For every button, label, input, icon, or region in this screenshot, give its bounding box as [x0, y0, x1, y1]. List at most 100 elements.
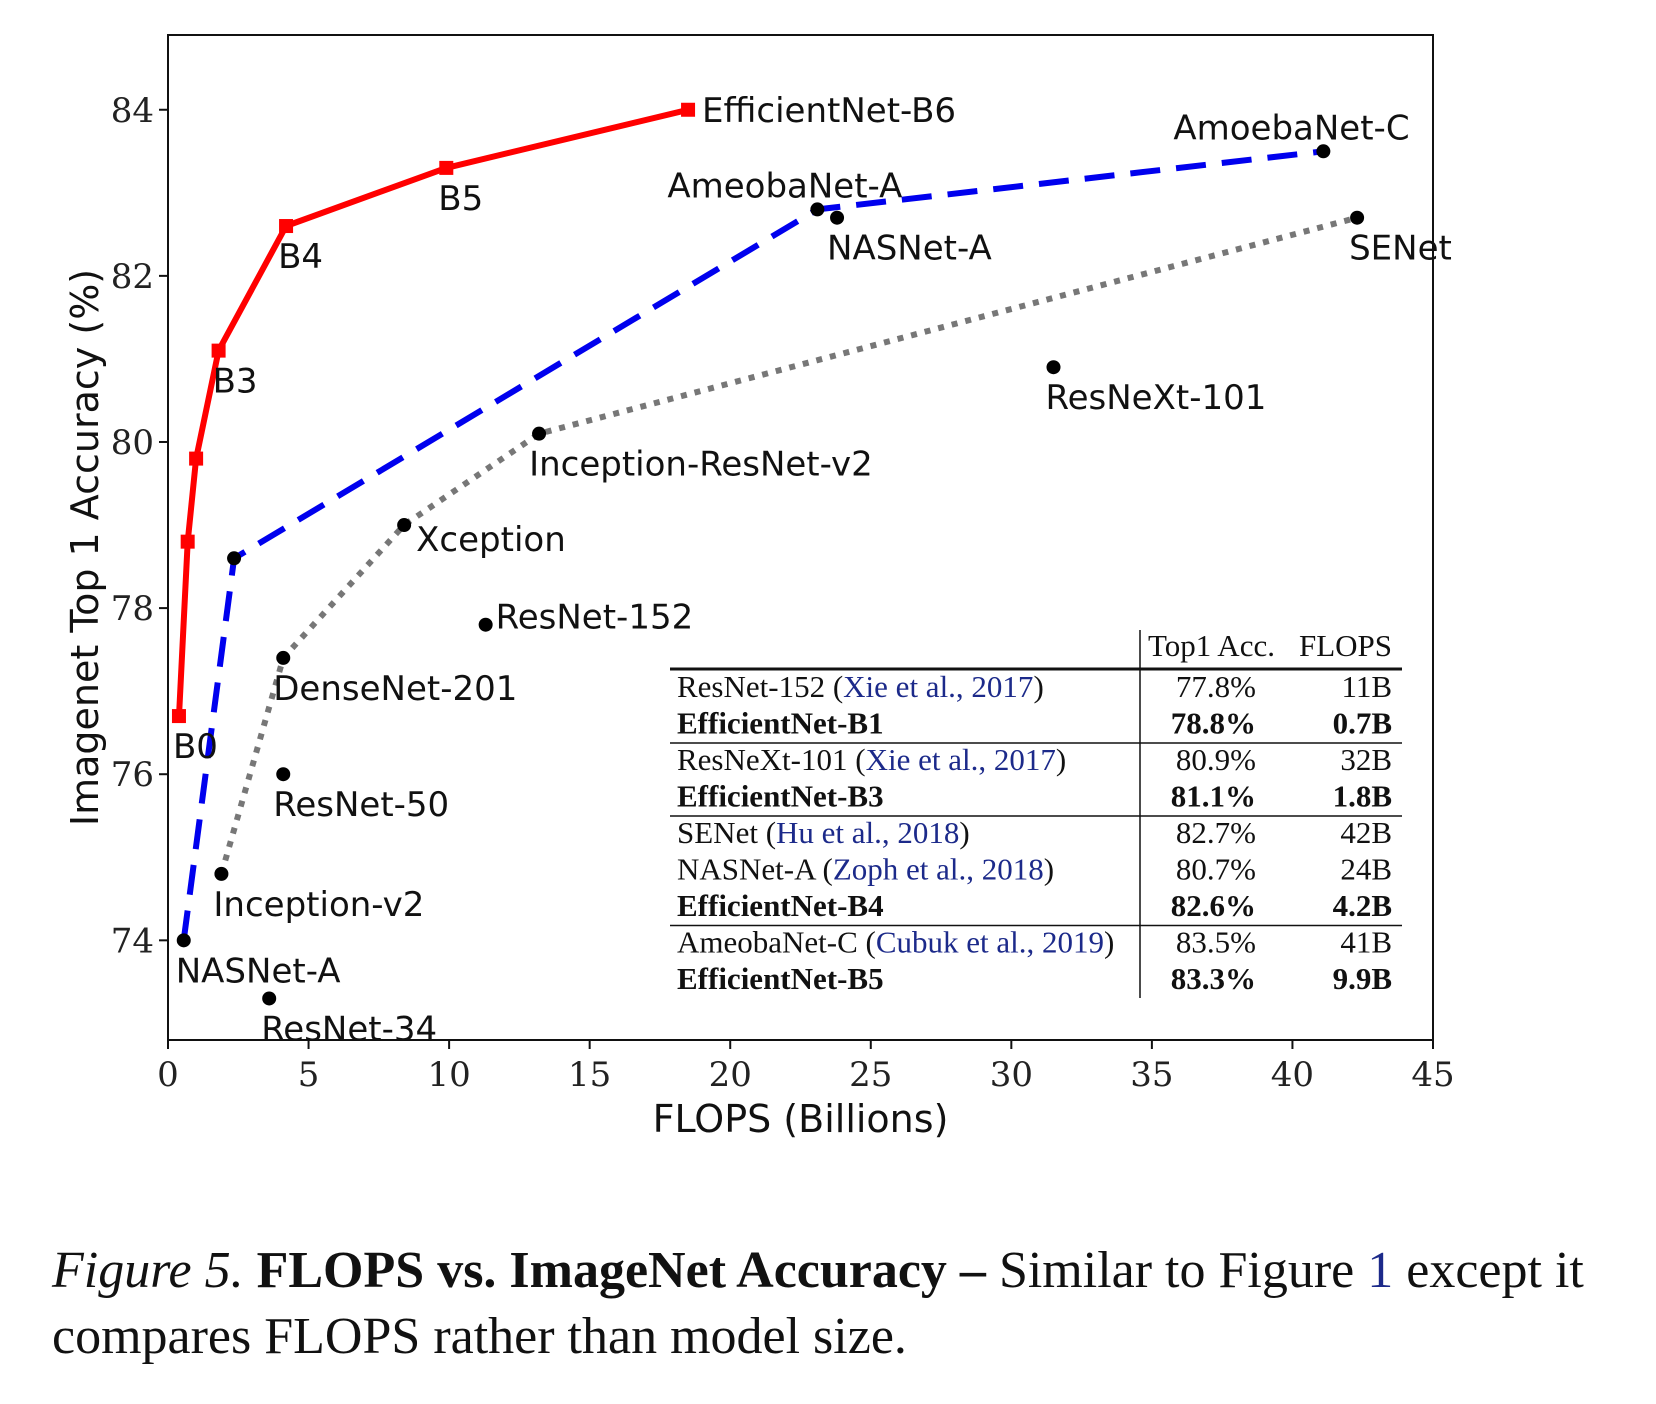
table-cite-paren: ) — [1056, 742, 1066, 777]
table-model-name: NASNet-A — [677, 852, 817, 887]
table-model-name: EfficientNet-B1 — [677, 706, 884, 741]
label-senet: SENet — [1349, 229, 1452, 269]
hand-designed-point — [397, 518, 412, 533]
other-point — [276, 767, 291, 782]
table-flops-cell: 24B — [1340, 852, 1392, 887]
table-model-cell: SENet (Hu et al., 2018) — [677, 815, 970, 850]
caption-bold-title: FLOPS vs. ImageNet Accuracy – — [256, 1242, 986, 1299]
y-tick-label: 78 — [111, 589, 154, 629]
y-tick-label: 80 — [111, 423, 154, 463]
label-inception-resnet-v2: Inception-ResNet-v2 — [529, 445, 873, 485]
table-header-flops: FLOPS — [1299, 628, 1392, 663]
table-acc-cell: 77.8% — [1176, 669, 1256, 704]
table-flops-cell: 1.8B — [1333, 779, 1392, 814]
table-cite-paren: ) — [1033, 669, 1043, 704]
x-tick-label: 10 — [427, 1055, 470, 1095]
table-acc-cell: 82.6% — [1171, 888, 1256, 923]
efficientnet-point — [439, 160, 454, 175]
label-b0: B0 — [173, 727, 218, 767]
label-b3: B3 — [213, 362, 258, 402]
table-citation-link[interactable]: Cubuk et al., 2019 — [876, 925, 1104, 960]
x-tick-label: 0 — [157, 1055, 179, 1095]
table-header-top1: Top1 Acc. — [1148, 628, 1275, 663]
table-acc-cell: 80.7% — [1176, 852, 1256, 887]
label-nasnet-a: NASNet-A — [176, 951, 341, 991]
caption-figure-ref-link[interactable]: 1 — [1367, 1242, 1394, 1299]
nas-models-point — [810, 202, 825, 217]
table-acc-cell: 83.5% — [1176, 925, 1256, 960]
table-citation-link[interactable]: Zoph et al., 2018 — [833, 852, 1044, 887]
table-cite-paren: ( — [825, 669, 843, 704]
table-flops-cell: 0.7B — [1333, 706, 1392, 741]
x-tick-label: 5 — [298, 1055, 320, 1095]
table-acc-cell: 78.8% — [1171, 706, 1256, 741]
caption-text-after: except it compares FLOPS rather than mod… — [52, 1242, 1584, 1365]
table-acc-cell: 80.9% — [1176, 742, 1256, 777]
x-tick-label: 30 — [990, 1055, 1033, 1095]
table-flops-cell: 42B — [1340, 815, 1392, 850]
label-ameobanet-a: AmeobaNet-A — [667, 166, 902, 206]
table-acc-cell: 82.7% — [1176, 815, 1256, 850]
label-xception: Xception — [416, 520, 566, 560]
label-nasnet-a: NASNet-A — [827, 229, 992, 269]
table-acc-cell: 83.3% — [1171, 961, 1256, 996]
x-tick-label: 35 — [1130, 1055, 1173, 1095]
x-tick-label: 40 — [1271, 1055, 1314, 1095]
table-model-name: EfficientNet-B5 — [677, 961, 884, 996]
plot-frame — [167, 34, 1434, 1041]
efficientnet-point — [681, 102, 696, 117]
data-points — [171, 102, 1365, 1006]
table-model-cell: ResNeXt-101 (Xie et al., 2017) — [677, 742, 1066, 777]
table-citation-link[interactable]: Xie et al., 2017 — [866, 742, 1056, 777]
hand-designed-point — [532, 426, 547, 441]
other-point — [1046, 360, 1061, 375]
table-flops-cell: 4.2B — [1333, 888, 1392, 923]
y-tick-label: 74 — [111, 921, 154, 961]
point-labels: B0 B3 B4 B5 EfficientNet-B6 NASNet-A AmeobaNet… — [173, 91, 1452, 1050]
table-model-cell: NASNet-A (Zoph et al., 2018) — [677, 852, 1054, 887]
label-densenet-201: DenseNet-201 — [273, 669, 517, 709]
efficientnet-point — [211, 343, 226, 358]
label-resnet-152: ResNet-152 — [496, 598, 694, 638]
label-resnet-34: ResNet-34 — [261, 1009, 437, 1049]
table-citation-link[interactable]: Xie et al., 2017 — [843, 669, 1033, 704]
table-cite-paren: ) — [1104, 925, 1114, 960]
table-cite-paren: ) — [1044, 852, 1054, 887]
table-cite-paren: ( — [847, 742, 865, 777]
table-flops-cell: 11B — [1341, 669, 1392, 704]
table-model-name: AmeobaNet-C — [677, 925, 858, 960]
nas-models-point — [227, 551, 242, 566]
table-cite-paren: ( — [815, 852, 833, 887]
nas-models-point — [1316, 144, 1331, 159]
label-resnext-101: ResNeXt-101 — [1046, 378, 1267, 418]
table-flops-cell: 32B — [1340, 742, 1392, 777]
flops-vs-accuracy-chart: 0 5 10 15 20 25 30 35 40 45 74 76 78 80 82 84 FLOPS (Bil… — [63, 34, 1455, 1141]
other-point — [478, 617, 493, 632]
x-tick-label: 45 — [1411, 1055, 1454, 1095]
y-tick-label: 76 — [111, 755, 154, 795]
table-cite-paren: ) — [959, 815, 969, 850]
hand-designed-point — [1350, 210, 1365, 225]
table-citation-link[interactable]: Hu et al., 2018 — [776, 815, 959, 850]
label-resnet-50: ResNet-50 — [273, 785, 449, 825]
label-efficientnet-b6: EfficientNet-B6 — [702, 91, 956, 131]
table-flops-cell: 9.9B — [1333, 961, 1392, 996]
table-model-name: ResNeXt-101 — [677, 742, 847, 777]
efficientnet-point — [171, 709, 186, 724]
table-flops-cell: 41B — [1340, 925, 1392, 960]
y-axis-label: Imagenet Top 1 Accuracy (%) — [63, 269, 107, 826]
nas-models-line — [180, 148, 1324, 941]
efficientnet-point — [180, 534, 195, 549]
table-model-name: EfficientNet-B4 — [677, 888, 884, 923]
other-point — [830, 210, 845, 225]
table-cite-paren: ( — [758, 815, 776, 850]
axes: 0 5 10 15 20 25 30 35 40 45 74 76 78 80 82 84 FLOPS (Bil… — [63, 34, 1455, 1141]
table-model-cell: EfficientNet-B1 — [677, 706, 884, 741]
x-tick-label: 25 — [849, 1055, 892, 1095]
table-acc-cell: 81.1% — [1171, 779, 1256, 814]
table-model-name: ResNet-152 — [677, 669, 825, 704]
caption-figure-number: Figure 5. — [52, 1242, 244, 1299]
table-model-cell: EfficientNet-B3 — [677, 779, 884, 814]
table-model-cell: ResNet-152 (Xie et al., 2017) — [677, 669, 1044, 704]
figure-caption: Figure 5. FLOPS vs. ImageNet Accuracy – … — [52, 1238, 1612, 1370]
